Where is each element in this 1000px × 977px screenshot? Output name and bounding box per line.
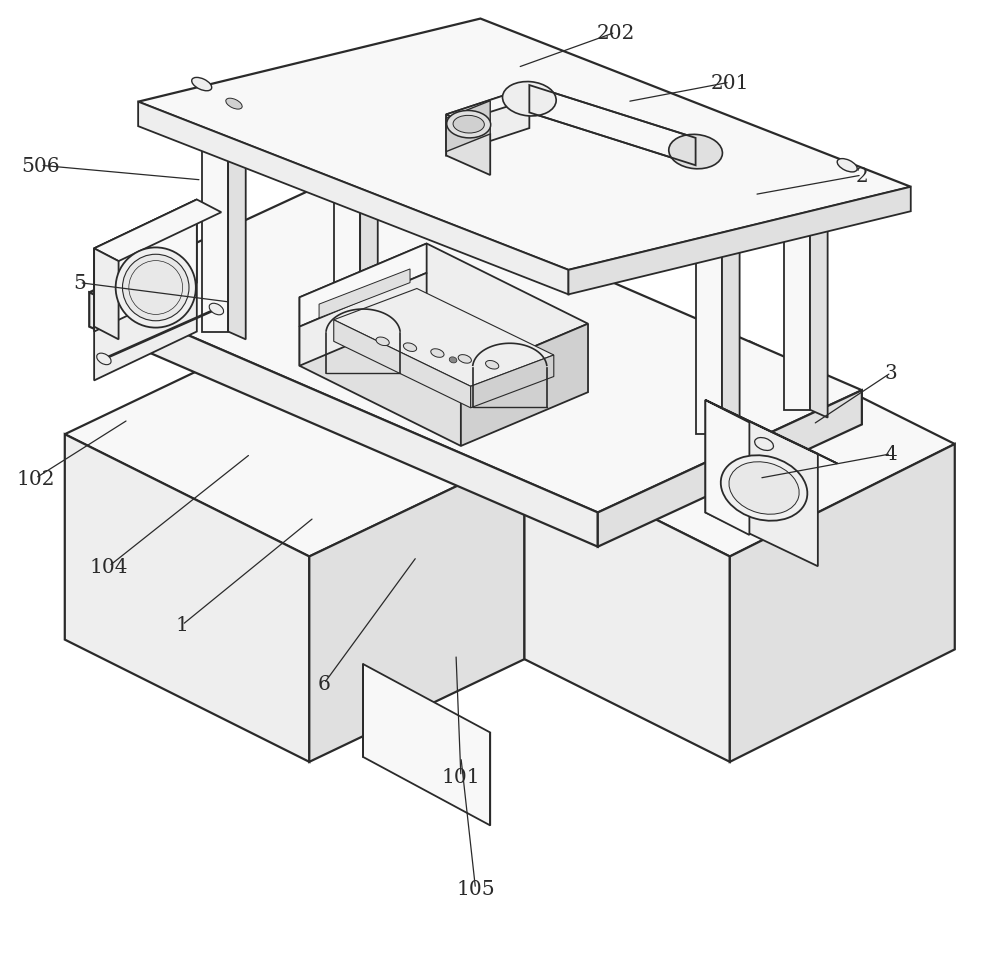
Text: 102: 102	[16, 469, 55, 488]
Text: 201: 201	[711, 73, 749, 93]
Ellipse shape	[431, 350, 444, 358]
Polygon shape	[228, 127, 246, 340]
Polygon shape	[94, 200, 197, 381]
Ellipse shape	[449, 358, 457, 363]
Polygon shape	[94, 249, 119, 340]
Polygon shape	[446, 88, 544, 122]
Ellipse shape	[97, 354, 111, 365]
Polygon shape	[705, 401, 818, 567]
Polygon shape	[524, 342, 955, 557]
Polygon shape	[89, 171, 862, 513]
Polygon shape	[138, 103, 568, 295]
Polygon shape	[94, 200, 197, 332]
Polygon shape	[202, 127, 228, 332]
Text: 506: 506	[21, 156, 60, 176]
Polygon shape	[810, 205, 828, 418]
Polygon shape	[461, 324, 588, 446]
Polygon shape	[334, 289, 554, 387]
Ellipse shape	[453, 116, 484, 134]
Polygon shape	[722, 230, 740, 443]
Text: 1: 1	[176, 616, 189, 635]
Polygon shape	[138, 20, 911, 271]
Polygon shape	[446, 102, 490, 152]
Polygon shape	[471, 356, 554, 408]
Text: 105: 105	[456, 879, 495, 899]
Polygon shape	[598, 391, 862, 547]
Ellipse shape	[458, 356, 471, 363]
Ellipse shape	[486, 361, 499, 369]
Polygon shape	[568, 188, 911, 295]
Polygon shape	[705, 401, 749, 535]
Text: 5: 5	[73, 274, 86, 293]
Polygon shape	[730, 445, 955, 762]
Polygon shape	[446, 115, 490, 176]
Polygon shape	[300, 298, 461, 446]
Ellipse shape	[503, 82, 556, 117]
Polygon shape	[65, 332, 524, 557]
Ellipse shape	[447, 111, 491, 139]
Polygon shape	[524, 454, 730, 762]
Polygon shape	[446, 88, 529, 156]
Ellipse shape	[209, 304, 224, 316]
Ellipse shape	[755, 438, 773, 451]
Polygon shape	[529, 86, 696, 166]
Polygon shape	[363, 664, 490, 826]
Ellipse shape	[192, 78, 212, 92]
Text: 4: 4	[885, 445, 898, 464]
Polygon shape	[784, 205, 810, 410]
Text: 6: 6	[318, 674, 330, 694]
Ellipse shape	[729, 462, 799, 515]
Text: 104: 104	[90, 557, 128, 576]
Text: 202: 202	[596, 23, 635, 43]
Ellipse shape	[116, 248, 196, 328]
Ellipse shape	[122, 255, 189, 321]
Polygon shape	[89, 293, 598, 547]
Text: 101: 101	[442, 767, 480, 786]
Text: 3: 3	[885, 363, 898, 383]
Polygon shape	[300, 274, 427, 366]
Text: 2: 2	[855, 166, 868, 186]
Polygon shape	[65, 435, 309, 762]
Polygon shape	[300, 244, 588, 378]
Polygon shape	[360, 88, 378, 301]
Polygon shape	[319, 270, 410, 319]
Polygon shape	[334, 88, 360, 293]
Ellipse shape	[376, 338, 389, 346]
Polygon shape	[334, 320, 471, 408]
Ellipse shape	[837, 159, 857, 173]
Ellipse shape	[226, 99, 242, 110]
Ellipse shape	[721, 456, 807, 521]
Polygon shape	[94, 200, 221, 262]
Ellipse shape	[403, 344, 417, 352]
Ellipse shape	[669, 135, 722, 170]
Polygon shape	[696, 230, 722, 435]
Polygon shape	[705, 401, 837, 464]
Polygon shape	[300, 244, 427, 327]
Polygon shape	[309, 454, 524, 762]
